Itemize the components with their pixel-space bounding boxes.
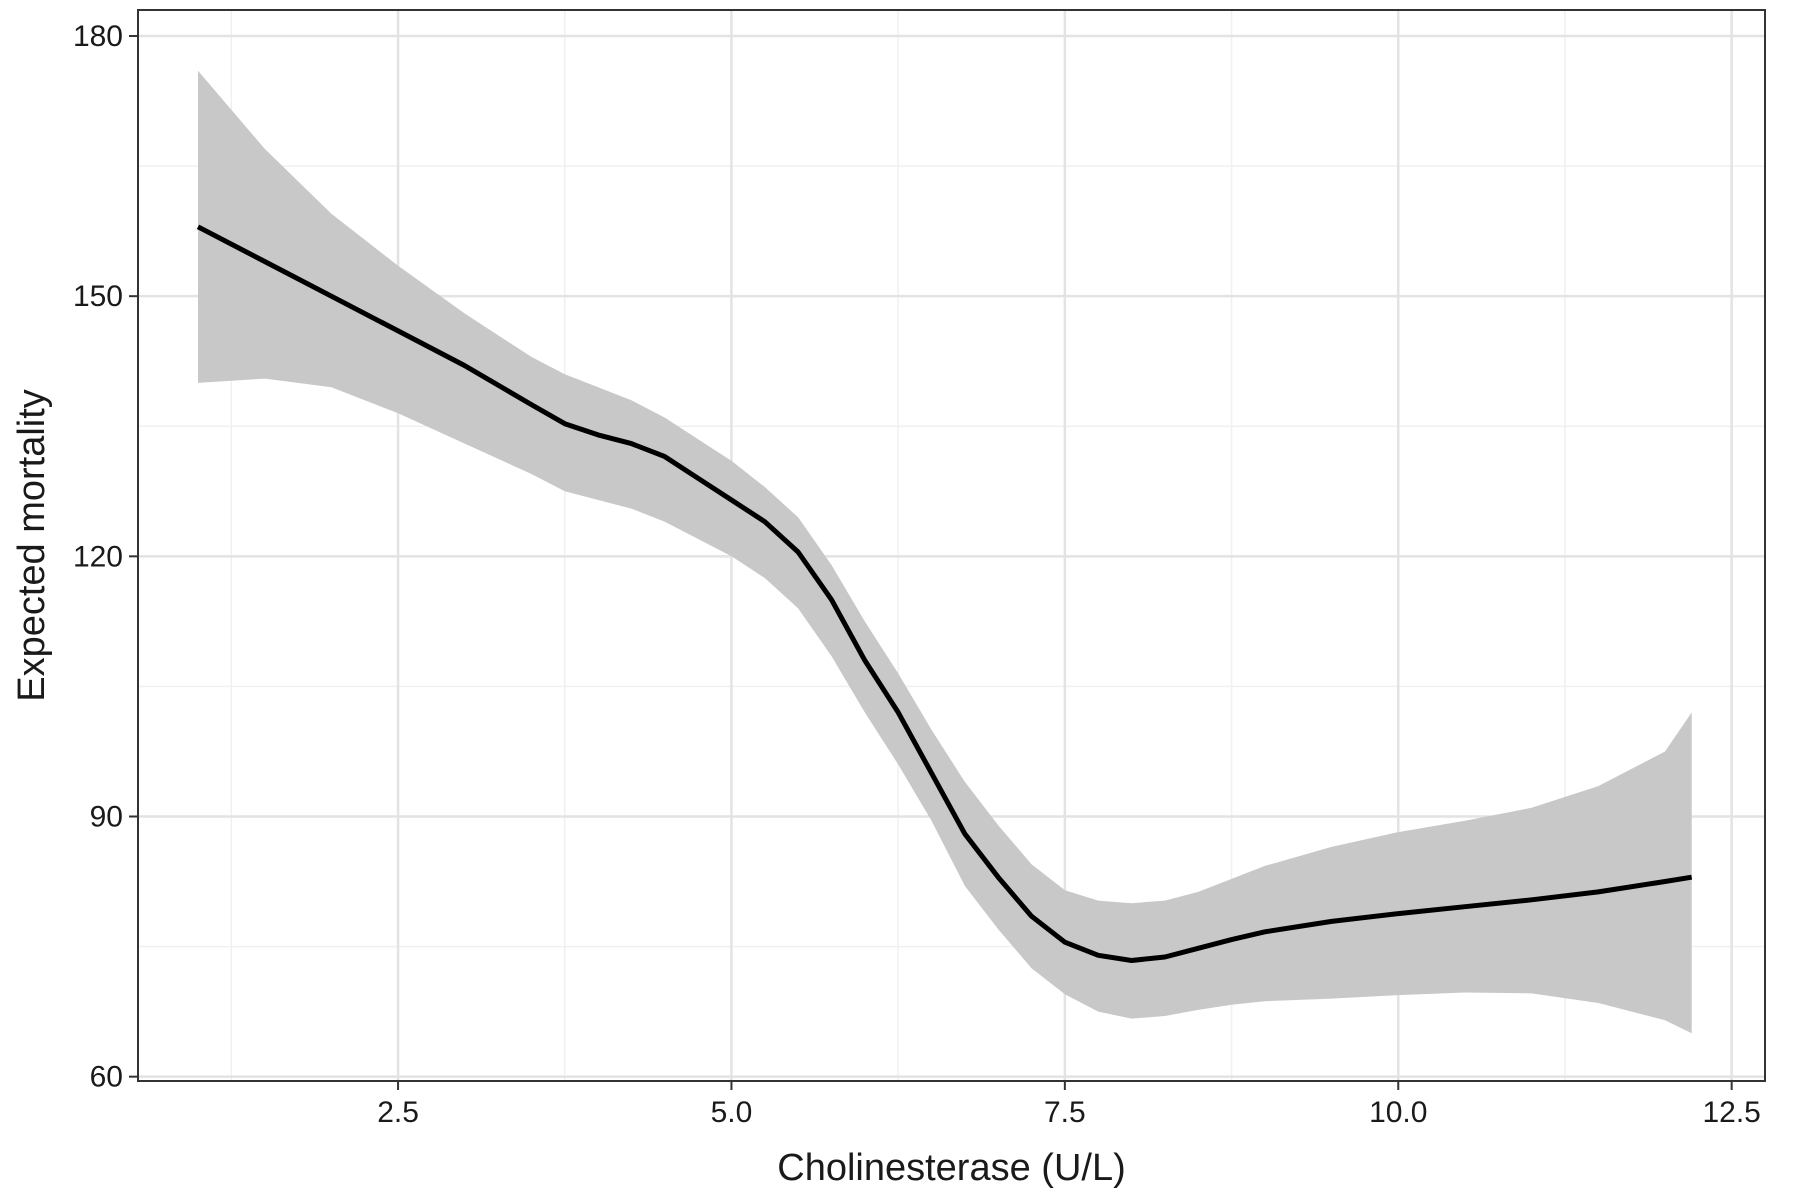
axis-ticks: 2.5 5.0 7.5 10.0 12.5 60 90 120 150 180 bbox=[73, 20, 1761, 1129]
confidence-band bbox=[198, 70, 1692, 1034]
y-axis-title: Expected mortality bbox=[11, 389, 53, 702]
panel-border bbox=[137, 9, 1766, 1082]
y-tick-label: 90 bbox=[90, 801, 123, 834]
confidence-ribbon bbox=[198, 70, 1692, 1034]
y-tick-label: 180 bbox=[73, 20, 123, 53]
x-tick-label: 10.0 bbox=[1369, 1096, 1427, 1129]
x-tick-label: 12.5 bbox=[1702, 1096, 1760, 1129]
series-line-0 bbox=[196, 224, 1693, 963]
y-tick-label: 150 bbox=[73, 280, 123, 313]
x-tick-label: 7.5 bbox=[1044, 1096, 1086, 1129]
x-tick-label: 5.0 bbox=[711, 1096, 753, 1129]
x-axis-title: Cholinesterase (U/L) bbox=[777, 1147, 1125, 1189]
series-lines bbox=[196, 224, 1693, 963]
y-tick-label: 60 bbox=[90, 1061, 123, 1094]
x-tick-label: 2.5 bbox=[377, 1096, 419, 1129]
y-tick-label: 120 bbox=[73, 540, 123, 573]
